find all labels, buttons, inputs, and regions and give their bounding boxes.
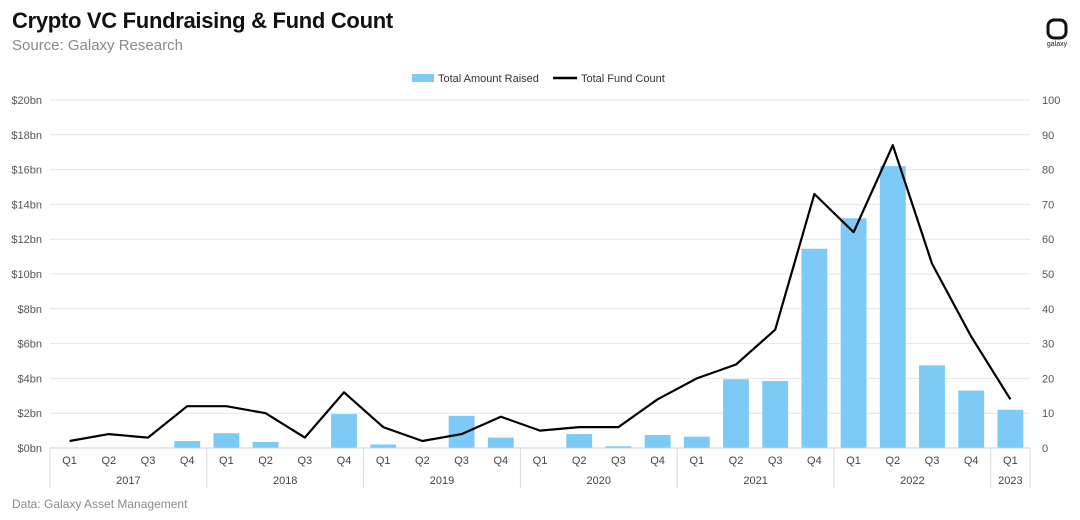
y-right-tick-label: 80: [1042, 165, 1054, 177]
x-tick-label-year: 2019: [430, 475, 454, 487]
y-left-tick-label: $16bn: [11, 165, 42, 177]
x-tick-label-quarter: Q2: [572, 455, 587, 467]
bar: [997, 409, 1024, 448]
x-tick-label-quarter: Q2: [258, 455, 273, 467]
bar: [174, 441, 201, 448]
y-left-tick-label: $2bn: [18, 408, 42, 420]
x-tick-label-quarter: Q1: [533, 455, 548, 467]
x-tick-label-quarter: Q4: [964, 455, 979, 467]
bar: [919, 365, 945, 448]
x-tick-label-quarter: Q4: [650, 455, 665, 467]
y-left-tick-label: $10bn: [11, 269, 42, 281]
bar: [879, 166, 906, 448]
y-right-tick-label: 0: [1042, 443, 1048, 455]
y-right-tick-label: 30: [1042, 339, 1054, 351]
y-right-tick-label: 60: [1042, 234, 1054, 246]
x-tick-label-quarter: Q2: [885, 455, 900, 467]
y-left-tick-label: $6bn: [18, 339, 42, 351]
x-tick-label-quarter: Q3: [454, 455, 469, 467]
chart-footer-note: Data: Galaxy Asset Management: [12, 497, 188, 511]
bar: [448, 415, 475, 448]
y-right-tick-label: 50: [1042, 269, 1054, 281]
x-tick-label-year: 2020: [587, 475, 611, 487]
bar: [213, 433, 240, 448]
bar: [487, 437, 514, 448]
y-left-tick-label: $0bn: [18, 443, 42, 455]
x-tick-label-quarter: Q3: [768, 455, 783, 467]
y-left-tick-label: $8bn: [18, 304, 42, 316]
bar: [762, 381, 789, 448]
bar: [840, 218, 867, 448]
chart-title: Crypto VC Fundraising & Fund Count: [12, 8, 393, 33]
x-tick-label-quarter: Q1: [219, 455, 234, 467]
bar: [605, 446, 632, 448]
x-tick-label-quarter: Q4: [337, 455, 352, 467]
bar: [566, 434, 593, 448]
bar: [683, 436, 710, 448]
x-tick-label-quarter: Q1: [846, 455, 861, 467]
x-tick-label-quarter: Q1: [62, 455, 77, 467]
y-right-tick-label: 70: [1042, 199, 1054, 211]
legend-swatch-bar: [412, 74, 434, 82]
x-tick-label-quarter: Q4: [180, 455, 195, 467]
bar: [958, 390, 985, 448]
x-tick-label-quarter: Q2: [729, 455, 744, 467]
x-tick-label-quarter: Q4: [807, 455, 822, 467]
x-tick-label-quarter: Q2: [101, 455, 116, 467]
x-tick-label-quarter: Q3: [611, 455, 626, 467]
x-tick-label-quarter: Q1: [376, 455, 391, 467]
y-left-tick-label: $12bn: [11, 234, 42, 246]
bar: [723, 379, 749, 448]
x-tick-label-year: 2017: [116, 475, 140, 487]
x-tick-label-quarter: Q3: [141, 455, 156, 467]
y-left-tick-label: $18bn: [11, 130, 42, 142]
y-right-tick-label: 90: [1042, 130, 1054, 142]
x-tick-label-quarter: Q3: [297, 455, 312, 467]
bar: [801, 248, 828, 448]
y-right-tick-label: 100: [1042, 95, 1060, 107]
bar: [252, 441, 279, 448]
x-tick-label-quarter: Q3: [925, 455, 940, 467]
legend-label-amount-raised: Total Amount Raised: [438, 73, 539, 85]
y-right-tick-label: 40: [1042, 304, 1054, 316]
x-tick-label-quarter: Q1: [689, 455, 704, 467]
y-left-tick-label: $20bn: [11, 95, 42, 107]
y-right-tick-label: 10: [1042, 408, 1054, 420]
y-left-tick-label: $14bn: [11, 199, 42, 211]
x-tick-label-year: 2018: [273, 475, 297, 487]
x-tick-label-year: 2023: [998, 475, 1022, 487]
y-right-tick-label: 20: [1042, 373, 1054, 385]
x-tick-label-quarter: Q2: [415, 455, 430, 467]
x-tick-label-year: 2022: [900, 475, 924, 487]
fund-count-line: [69, 144, 1012, 443]
galaxy-logo-text: galaxy: [1046, 41, 1068, 48]
bar: [370, 444, 397, 448]
x-tick-label-quarter: Q4: [493, 455, 508, 467]
bar: [331, 414, 357, 448]
bar: [644, 434, 671, 448]
chart-subtitle: Source: Galaxy Research: [12, 37, 183, 54]
y-left-tick-label: $4bn: [18, 373, 42, 385]
legend-label-fund-count: Total Fund Count: [581, 73, 665, 85]
x-tick-label-quarter: Q1: [1003, 455, 1018, 467]
x-tick-label-year: 2021: [743, 475, 767, 487]
galaxy-logo-icon: [1046, 18, 1068, 40]
